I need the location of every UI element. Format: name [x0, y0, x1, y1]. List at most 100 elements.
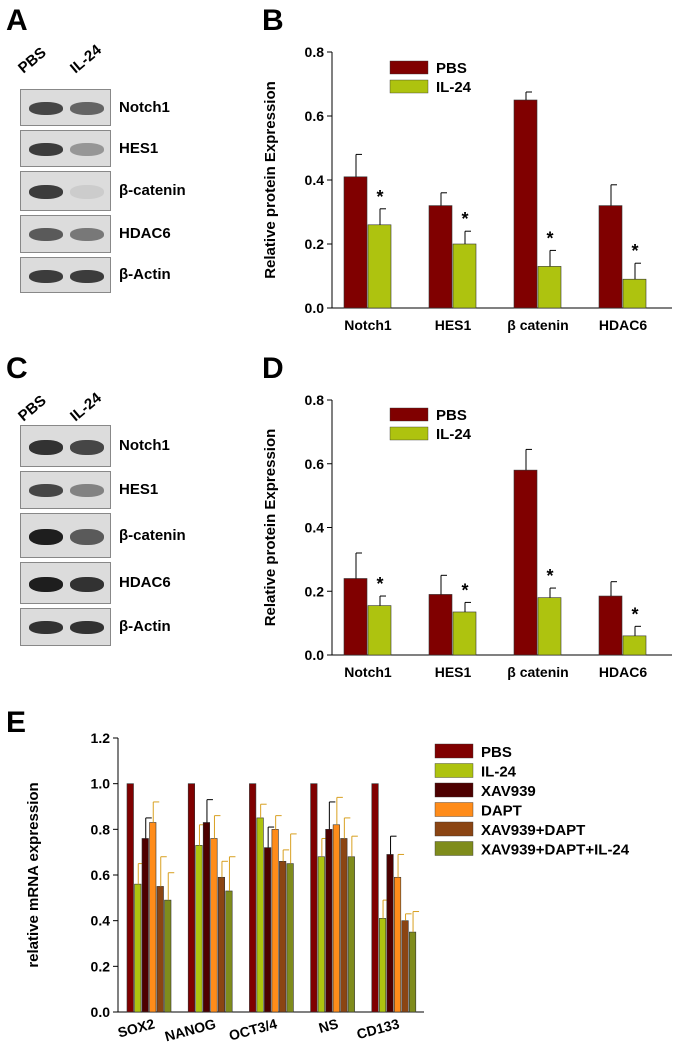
x-tick-label: Notch1 — [344, 317, 392, 333]
bar — [225, 890, 233, 1013]
bar — [332, 824, 340, 1013]
bar — [343, 176, 368, 309]
x-tick-label: HDAC6 — [599, 664, 647, 680]
bar — [428, 205, 453, 309]
blot-strip — [20, 608, 111, 646]
bar — [126, 783, 134, 1013]
y-tick-label: 0.2 — [305, 236, 325, 252]
blot-protein-label: β-Actin — [119, 618, 171, 635]
lane-label-il24: IL-24 — [67, 41, 105, 77]
x-tick-label: β catenin — [507, 317, 568, 333]
legend-swatch — [389, 407, 429, 422]
lane-label-pbs: PBS — [15, 44, 50, 77]
significance-star: * — [631, 241, 638, 261]
blot-strip — [20, 89, 111, 126]
band-pbs — [29, 228, 63, 241]
legend-swatch — [434, 763, 474, 778]
band-il24 — [70, 228, 104, 241]
bar — [271, 829, 279, 1013]
blot-protein-label: β-catenin — [119, 182, 186, 199]
panel-letter-b: B — [262, 4, 284, 37]
y-tick-label: 0.4 — [91, 913, 111, 929]
band-il24 — [70, 143, 104, 156]
y-axis-label: Relative protein Expression — [262, 429, 279, 627]
band-pbs — [29, 185, 63, 199]
y-tick-label: 0.8 — [91, 821, 111, 837]
legend-swatch — [389, 426, 429, 441]
bar — [367, 605, 392, 656]
blot-protein-label: HDAC6 — [119, 225, 171, 242]
bar — [428, 594, 453, 656]
blot-strip — [20, 513, 111, 558]
bar — [249, 783, 257, 1013]
band-pbs — [29, 143, 63, 156]
bar — [325, 829, 333, 1013]
blot-strip — [20, 471, 111, 509]
bar — [264, 847, 272, 1013]
blot-protein-label: Notch1 — [119, 98, 170, 116]
bar — [202, 822, 210, 1013]
y-tick-label: 0.8 — [305, 44, 325, 60]
bar — [187, 783, 195, 1013]
panel-letter-e: E — [6, 706, 27, 739]
y-tick-label: 0.6 — [305, 108, 325, 124]
blot-protein-label: β-Actin — [119, 266, 171, 283]
significance-star: * — [461, 209, 468, 229]
band-il24 — [70, 577, 104, 592]
x-tick-label: β catenin — [507, 664, 568, 680]
blot-strip — [20, 562, 111, 604]
band-pbs — [29, 270, 63, 283]
bar — [537, 597, 562, 656]
bar — [149, 822, 157, 1013]
band-il24 — [70, 484, 104, 497]
legend-label: IL-24 — [481, 764, 517, 781]
bar — [164, 899, 172, 1013]
y-axis-label: relative mRNA expression — [25, 782, 42, 967]
legend-label: IL-24 — [436, 426, 472, 443]
blot-strip — [20, 215, 111, 253]
bar — [378, 918, 387, 1013]
bar — [386, 854, 394, 1013]
band-pbs — [29, 621, 63, 634]
y-tick-label: 0.4 — [305, 520, 325, 536]
y-tick-label: 0.2 — [91, 958, 111, 974]
blot-protein-label: HES1 — [119, 139, 159, 157]
legend-swatch — [434, 802, 474, 817]
bar — [452, 243, 477, 309]
y-axis-label: Relative protein Expression — [262, 81, 279, 279]
legend-label: PBS — [436, 60, 467, 77]
x-tick-label: SOX2 — [116, 1015, 156, 1040]
band-il24 — [70, 185, 104, 199]
significance-star: * — [631, 604, 638, 624]
bar — [340, 838, 348, 1013]
bar — [371, 783, 379, 1013]
band-il24 — [70, 440, 104, 455]
bar — [156, 886, 164, 1013]
band-il24 — [70, 102, 104, 115]
bar — [279, 860, 287, 1013]
blot-strip — [20, 171, 111, 211]
bar — [367, 224, 392, 309]
bar — [210, 838, 218, 1013]
y-tick-label: 0.4 — [305, 172, 325, 188]
legend-swatch — [434, 821, 474, 837]
x-tick-label: HDAC6 — [599, 317, 647, 333]
y-tick-label: 0.6 — [91, 867, 111, 883]
significance-star: * — [376, 574, 383, 594]
legend-swatch — [434, 743, 474, 759]
blot-protein-label: β-catenin — [119, 526, 186, 544]
legend-swatch — [389, 60, 429, 75]
blot-protein-label: HDAC6 — [119, 574, 171, 591]
bar — [256, 817, 264, 1013]
legend-label: PBS — [481, 744, 512, 761]
bar — [141, 838, 149, 1013]
x-tick-label: HES1 — [435, 317, 472, 333]
panel-letter-a: A — [6, 4, 28, 37]
bar — [452, 611, 477, 656]
x-tick-label: NANOG — [163, 1015, 218, 1044]
bar — [401, 920, 409, 1013]
bar — [598, 595, 623, 656]
bar — [310, 783, 318, 1013]
y-tick-label: 1.0 — [91, 776, 111, 792]
y-tick-label: 1.2 — [91, 730, 111, 746]
